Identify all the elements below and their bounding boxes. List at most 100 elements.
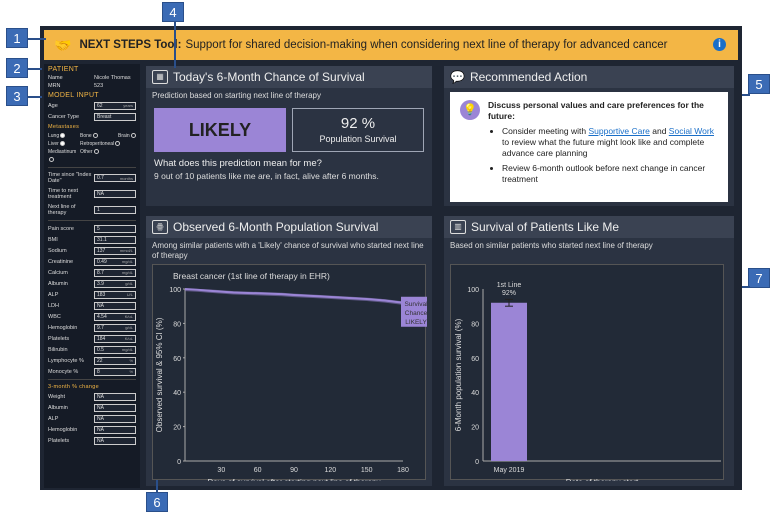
change-row: Weight NA [44,391,140,402]
lab-label: Pain score [48,225,74,232]
lab-label: ALP [48,291,59,298]
lab-field[interactable]: 5 [94,224,136,233]
cancer-type-field[interactable]: Breast [94,112,136,121]
divider [48,167,136,168]
chat-icon: 💬 [450,70,465,84]
lung-radio[interactable]: Lung [48,132,80,140]
time-since-label: Time since "Index Date" [48,172,92,184]
chance-subtitle: Prediction based on starting next line o… [152,91,321,100]
lab-row: Platelets 184 K/uL [44,333,140,344]
patient-mrn: 523 [94,83,104,89]
supportive-care-link[interactable]: Supportive Care [588,126,650,136]
lab-row: Pain score 5 [44,223,140,234]
y-tick-label: 40 [173,390,181,397]
lab-field[interactable]: 4.54 K/uL [94,312,136,321]
name-label: Name [48,75,63,81]
model-input-heading: MODEL INPUT [48,92,99,99]
other-radio[interactable]: Other [80,148,118,164]
lab-field[interactable]: NA [94,301,136,310]
lab-field[interactable]: 0.5 mg/dL [94,345,136,354]
y-tick-label: 100 [467,287,479,294]
lab-field[interactable]: 183 U/L [94,290,136,299]
lab-field[interactable]: 9.7 g/dL [94,323,136,332]
x-axis-label: Days of survival after starting next lin… [208,478,381,481]
y-tick-label: 60 [471,356,479,363]
lab-field[interactable]: 8.7 mg/dL [94,268,136,277]
next-line-field[interactable]: 1 [94,206,136,214]
y-tick-label: 0 [475,459,479,466]
change-field[interactable]: NA [94,436,136,445]
lab-row: Albumin 3.9 g/dL [44,278,140,289]
liver-radio[interactable]: Liver [48,140,80,148]
lab-field[interactable]: 3.9 g/dL [94,279,136,288]
y-tick-label: 0 [177,459,181,466]
lab-field[interactable]: 0.49 mg/dL [94,257,136,266]
patient-heading: PATIENT [48,66,79,73]
change-field[interactable]: NA [94,403,136,412]
y-tick-label: 20 [471,425,479,432]
lab-label: Hemoglobin [48,324,78,331]
bar-chart-svg: 0 20 40 60 80 100 Date of therapy start 6-Month… [454,282,721,487]
x-tick-label: 120 [324,467,336,474]
lab-row: Hemoglobin 9.7 g/dL [44,322,140,333]
mrn-label: MRN [48,83,61,89]
lab-row: Calcium 8.7 mg/dL [44,267,140,278]
chance-title: Today's 6-Month Chance of Survival [173,70,365,84]
action-card: 💡 Discuss personal values and care prefe… [450,92,728,202]
calendar-icon: ▦ [152,70,168,84]
x-axis-label: Date of therapy start [566,478,639,481]
bone-radio[interactable]: Bone [80,132,118,140]
x-tick-label: May 2019 [494,467,525,474]
bar-chart-icon: ▥ [450,220,466,234]
brain-radio[interactable]: Brain [118,132,140,140]
dashboard: 🤝 NEXT STEPS Tool: Support for shared de… [40,26,742,490]
action-bullet: Review 6-month outlook before next chang… [502,163,722,185]
age-field[interactable]: 62 years [94,101,136,110]
patient-name: Nicole Thomas [94,75,131,81]
y-tick-label: 20 [173,425,181,432]
change-field[interactable]: NA [94,425,136,434]
lab-field[interactable]: 8% [94,367,136,376]
y-tick-label: 100 [169,287,181,294]
divider [48,379,136,380]
time-since-field[interactable]: 0.7 months [94,174,136,182]
lab-field[interactable]: 22% [94,356,136,365]
group-icon: ꙮ [152,220,168,234]
annotation-text: Chance [405,310,427,317]
callout-2: 2 [6,58,28,78]
lab-label: Calcium [48,269,68,276]
lab-row: Monocyte % 8% [44,366,140,377]
x-tick-label: 150 [361,467,373,474]
callout-3: 3 [6,86,28,106]
lab-list: Pain score 5 BMI 31.1 Sodium 137 mmol/L Creatin… [44,223,140,377]
y-tick-label: 60 [173,356,181,363]
retroperitoneal-radio[interactable]: Retroperitoneal [80,140,140,148]
action-panel: 💬 Recommended Action 💡 Discuss personal v… [444,66,734,206]
change-heading: 3-month % change [48,384,99,390]
callout-6: 6 [146,492,168,512]
mediastinum-radio[interactable]: Mediastinum [48,148,80,164]
likeme-panel: ▥ Survival of Patients Like Me Based on s… [444,216,734,487]
app-subtitle: Support for shared decision-making when … [185,39,668,51]
lab-field[interactable]: 184 K/uL [94,334,136,343]
x-tick-label: 60 [254,467,262,474]
action-title: Recommended Action [469,70,588,84]
change-field[interactable]: NA [94,392,136,401]
change-label: Weight [48,393,66,400]
lab-row: Creatinine 0.49 mg/dL [44,256,140,267]
lab-row: ALP 183 U/L [44,289,140,300]
x-tick-label: 90 [290,467,298,474]
callout-5: 5 [748,74,770,94]
info-icon[interactable]: i [713,38,726,51]
change-row: Platelets NA [44,435,140,446]
lab-field[interactable]: 31.1 [94,235,136,244]
lab-row: LDH NA [44,300,140,311]
lab-field[interactable]: 137 mmol/L [94,246,136,255]
callout-4: 4 [162,2,184,22]
social-work-link[interactable]: Social Work [668,126,714,136]
observed-subtitle: Among similar patients with a 'Likely' c… [152,241,424,260]
ttnt-field[interactable]: NA [94,190,136,198]
y-tick-label: 40 [471,390,479,397]
annotation-box [401,296,431,327]
change-field[interactable]: NA [94,414,136,423]
